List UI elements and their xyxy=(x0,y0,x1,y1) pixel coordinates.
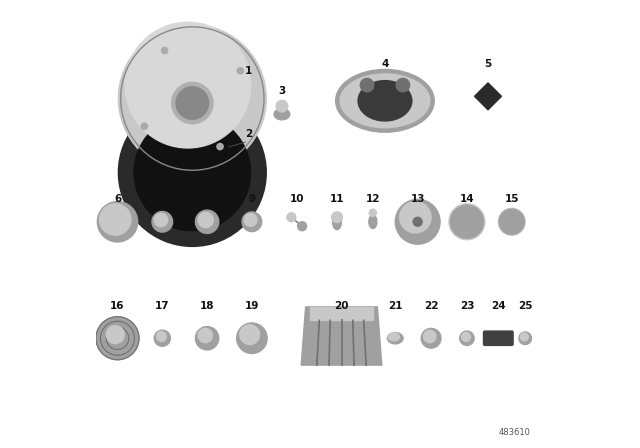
Circle shape xyxy=(396,199,440,244)
Text: 9: 9 xyxy=(248,194,255,204)
FancyBboxPatch shape xyxy=(484,331,513,345)
Circle shape xyxy=(421,328,441,348)
Circle shape xyxy=(97,202,138,242)
Ellipse shape xyxy=(388,333,399,341)
Text: 21: 21 xyxy=(388,302,403,311)
Text: 25: 25 xyxy=(518,302,532,311)
Text: 6: 6 xyxy=(114,194,121,204)
Circle shape xyxy=(195,327,219,350)
Text: 12: 12 xyxy=(365,194,380,204)
Circle shape xyxy=(240,325,260,345)
Text: 16: 16 xyxy=(110,302,125,311)
Circle shape xyxy=(118,99,266,246)
Circle shape xyxy=(118,25,266,172)
Text: 8: 8 xyxy=(204,194,211,204)
Circle shape xyxy=(106,326,124,344)
Circle shape xyxy=(520,333,529,341)
Circle shape xyxy=(400,202,431,233)
Circle shape xyxy=(161,47,168,54)
Ellipse shape xyxy=(340,74,430,128)
Circle shape xyxy=(217,143,223,150)
Circle shape xyxy=(424,330,436,343)
Ellipse shape xyxy=(274,109,290,120)
Circle shape xyxy=(450,205,484,239)
Circle shape xyxy=(413,217,422,226)
Ellipse shape xyxy=(358,81,412,121)
Text: 15: 15 xyxy=(504,194,519,204)
Circle shape xyxy=(96,317,139,360)
Text: 14: 14 xyxy=(460,194,474,204)
Circle shape xyxy=(141,123,147,129)
Circle shape xyxy=(198,212,213,228)
Text: 18: 18 xyxy=(200,302,214,311)
Text: 5: 5 xyxy=(484,60,492,69)
Ellipse shape xyxy=(333,214,342,230)
Circle shape xyxy=(360,78,374,92)
Text: 22: 22 xyxy=(424,302,438,311)
Circle shape xyxy=(499,208,525,235)
Ellipse shape xyxy=(387,332,403,344)
Polygon shape xyxy=(475,83,502,110)
Text: 13: 13 xyxy=(410,194,425,204)
Circle shape xyxy=(237,68,243,74)
Text: 10: 10 xyxy=(289,194,304,204)
Circle shape xyxy=(461,332,470,341)
Circle shape xyxy=(369,209,376,216)
Text: 4: 4 xyxy=(381,60,388,69)
Circle shape xyxy=(198,328,212,343)
Ellipse shape xyxy=(369,215,377,228)
Text: 17: 17 xyxy=(155,302,170,311)
Text: 19: 19 xyxy=(244,302,259,311)
Circle shape xyxy=(172,82,213,124)
Text: 11: 11 xyxy=(330,194,344,204)
Circle shape xyxy=(176,87,209,119)
Circle shape xyxy=(460,331,474,345)
Circle shape xyxy=(244,214,257,226)
Ellipse shape xyxy=(336,69,435,132)
Text: 483610: 483610 xyxy=(499,428,531,437)
Circle shape xyxy=(152,211,173,232)
Circle shape xyxy=(276,100,288,112)
Circle shape xyxy=(449,204,485,240)
Circle shape xyxy=(125,22,251,148)
Circle shape xyxy=(237,323,267,353)
Circle shape xyxy=(154,330,170,346)
Text: 23: 23 xyxy=(460,302,474,311)
Circle shape xyxy=(287,213,296,222)
Text: 1: 1 xyxy=(244,66,252,76)
Circle shape xyxy=(100,204,131,235)
Text: 2: 2 xyxy=(244,129,252,139)
Circle shape xyxy=(519,332,531,345)
Circle shape xyxy=(396,78,410,92)
Text: 24: 24 xyxy=(491,302,506,311)
Polygon shape xyxy=(310,307,373,320)
Text: 3: 3 xyxy=(278,86,285,96)
Text: 7: 7 xyxy=(159,194,166,204)
Circle shape xyxy=(154,213,168,227)
Circle shape xyxy=(298,222,307,231)
Text: 20: 20 xyxy=(334,302,349,311)
Circle shape xyxy=(195,210,219,233)
Circle shape xyxy=(134,114,251,231)
Circle shape xyxy=(157,332,166,341)
Circle shape xyxy=(499,209,524,234)
Circle shape xyxy=(332,212,342,223)
Circle shape xyxy=(242,212,262,232)
Polygon shape xyxy=(301,307,382,365)
